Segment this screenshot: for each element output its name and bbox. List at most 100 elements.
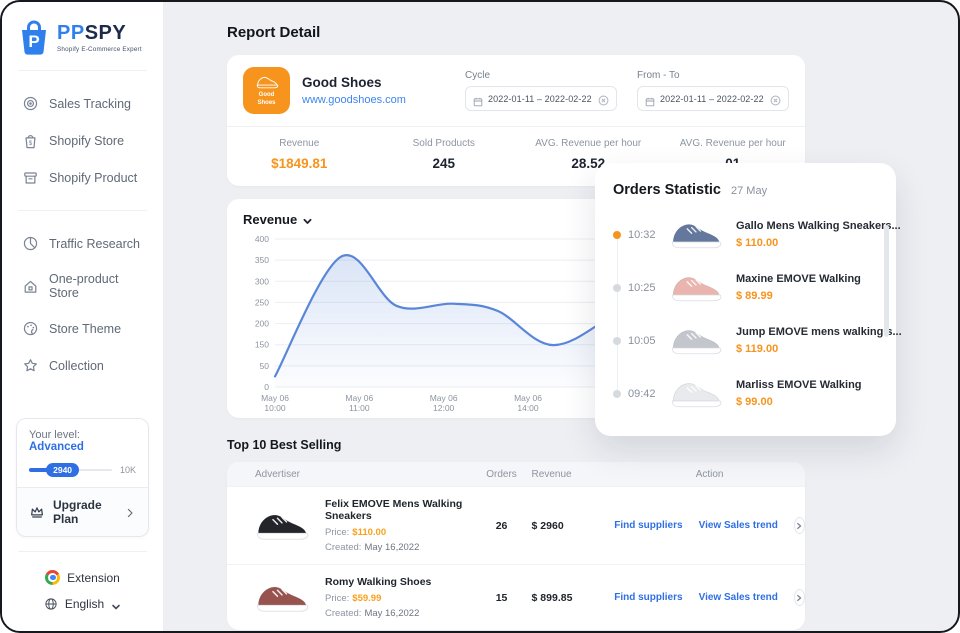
- sidebar-item-shopify-product[interactable]: Shopify Product: [16, 159, 149, 196]
- find-suppliers-link[interactable]: Find suppliers: [614, 592, 683, 603]
- chrome-icon: [45, 570, 61, 585]
- best-selling-title: Top 10 Best Selling: [227, 438, 342, 452]
- divider: [18, 70, 147, 71]
- svg-text:0: 0: [264, 382, 269, 392]
- orders-statistic-panel: Orders Statistic 27 May 10:32 Gallo Mens…: [595, 163, 902, 436]
- calendar-icon: [473, 94, 483, 106]
- orders-count: 26: [495, 519, 508, 532]
- pie-chart-icon: [22, 235, 39, 252]
- store-url-link[interactable]: www.goodshoes.com: [302, 94, 406, 106]
- svg-text:250: 250: [255, 297, 269, 307]
- level-value: Advanced: [29, 441, 84, 453]
- product-image: [668, 216, 724, 254]
- view-sales-trend-link[interactable]: View Sales trend: [698, 520, 778, 531]
- timeline-dot: [613, 336, 621, 345]
- order-item[interactable]: 10:05 Jump EMOVE mens walking s... $ 119.…: [613, 314, 902, 367]
- chart-title: Revenue: [243, 212, 298, 227]
- orders-statistic-title: Orders Statistic: [613, 182, 721, 198]
- sidebar-item-store-theme[interactable]: Store Theme: [16, 310, 149, 347]
- home-icon: [22, 278, 39, 295]
- ppspy-bag-icon: P: [22, 20, 46, 55]
- brand-name: PPSPY: [57, 22, 127, 44]
- store-logo-label: Good Shoes: [257, 92, 276, 106]
- view-sales-trend-link[interactable]: View Sales trend: [698, 592, 778, 603]
- row-revenue: $ 899.85: [531, 591, 573, 604]
- scrollbar-thumb[interactable]: [884, 225, 889, 337]
- created-date: May 16,2022: [364, 608, 420, 619]
- archive-box-icon: [22, 169, 39, 186]
- stat-sold-products: Sold Products 245: [412, 138, 475, 171]
- app-logo: P PPSPY Shopify E-Commerce Expert: [16, 20, 149, 56]
- product-image: [253, 578, 311, 618]
- chevron-down-icon[interactable]: [302, 214, 313, 225]
- table-row[interactable]: Romy Walking Shoes Price: $59.99 Created:…: [227, 564, 805, 630]
- calendar-icon: [645, 94, 655, 106]
- stat-revenue: Revenue $1849.81: [271, 138, 328, 171]
- timeline-dot: [613, 230, 621, 239]
- sidebar-item-collection[interactable]: Collection: [16, 347, 149, 384]
- order-item[interactable]: 10:25 Maxine EMOVE Walking $ 89.99: [613, 261, 878, 314]
- progress-badge: 2940: [46, 463, 80, 477]
- product-price: $110.00: [352, 527, 387, 538]
- divider: [227, 126, 805, 127]
- product-image: [253, 506, 311, 546]
- svg-text:P: P: [28, 32, 39, 51]
- sidebar-item-sales-tracking[interactable]: Sales Tracking: [16, 85, 149, 122]
- stat-avg-revenue-per-hour: AVG. Revenue per hour 28.52: [535, 138, 642, 171]
- timeline-dot: [613, 283, 621, 292]
- timeline-dot: [613, 389, 621, 398]
- extension-button[interactable]: Extension: [45, 570, 120, 585]
- best-selling-table: Advertiser Orders Revenue Action Felix E…: [227, 462, 805, 630]
- created-date: May 16,2022: [364, 542, 420, 553]
- clear-icon[interactable]: [770, 93, 781, 106]
- brand-tagline: Shopify E-Commerce Expert: [57, 46, 142, 53]
- sidebar-item-shopify-store[interactable]: $ Shopify Store: [16, 122, 149, 159]
- target-icon: [22, 95, 39, 112]
- product-image: [668, 322, 724, 360]
- cycle-date-range-input[interactable]: 2022-01-11 – 2022-02-22: [465, 86, 617, 111]
- page-title: Report Detail: [227, 24, 321, 41]
- svg-text:50: 50: [260, 361, 270, 371]
- svg-text:350: 350: [255, 255, 269, 265]
- divider: [18, 551, 147, 552]
- clear-icon[interactable]: [598, 93, 609, 106]
- row-expand-button[interactable]: [793, 589, 805, 606]
- chevron-down-icon: [111, 599, 121, 610]
- level-label: Your level: Advanced: [29, 429, 84, 453]
- svg-text:300: 300: [255, 276, 269, 286]
- find-suppliers-link[interactable]: Find suppliers: [614, 520, 683, 531]
- table-header: Advertiser Orders Revenue Action: [227, 462, 805, 486]
- level-card: Your level: Advanced 2940 10K Upgrade Pl…: [16, 418, 149, 537]
- row-expand-button[interactable]: [793, 517, 805, 534]
- cycle-label: Cycle: [465, 70, 491, 81]
- store-logo: Good Shoes: [243, 67, 290, 114]
- palette-icon: [22, 320, 39, 337]
- chevron-right-icon: [124, 506, 136, 518]
- svg-text:$: $: [29, 140, 33, 147]
- star-icon: [22, 357, 39, 374]
- row-revenue: $ 2960: [531, 519, 564, 532]
- product-image: [668, 269, 724, 307]
- order-item[interactable]: 10:32 Gallo Mens Walking Sneakers... $ 11…: [613, 208, 901, 261]
- from-to-date-range-input[interactable]: 2022-01-11 – 2022-02-22: [637, 86, 789, 111]
- order-item[interactable]: 09:42 Marliss EMOVE Walking $ 99.00: [613, 367, 878, 420]
- progress-max: 10K: [119, 465, 136, 475]
- product-image: [668, 375, 724, 413]
- orders-count: 15: [495, 591, 508, 604]
- store-name: Good Shoes: [302, 75, 382, 90]
- sidebar-item-traffic-research[interactable]: Traffic Research: [16, 225, 149, 262]
- table-row[interactable]: Felix EMOVE Mens Walking Sneakers Price:…: [227, 486, 805, 564]
- svg-text:150: 150: [255, 340, 269, 350]
- sidebar-item-one-product-store[interactable]: One-product Store: [16, 262, 149, 310]
- product-price: $59.99: [352, 593, 382, 604]
- upgrade-plan-button[interactable]: Upgrade Plan: [17, 487, 148, 536]
- orders-statistic-date: 27 May: [731, 185, 768, 197]
- language-selector[interactable]: English: [44, 597, 121, 611]
- from-to-filter: From - To 2022-01-11 – 2022-02-22: [637, 70, 789, 111]
- crown-icon: [29, 504, 45, 520]
- orders-timeline: 10:32 Gallo Mens Walking Sneakers... $ 11…: [613, 208, 902, 420]
